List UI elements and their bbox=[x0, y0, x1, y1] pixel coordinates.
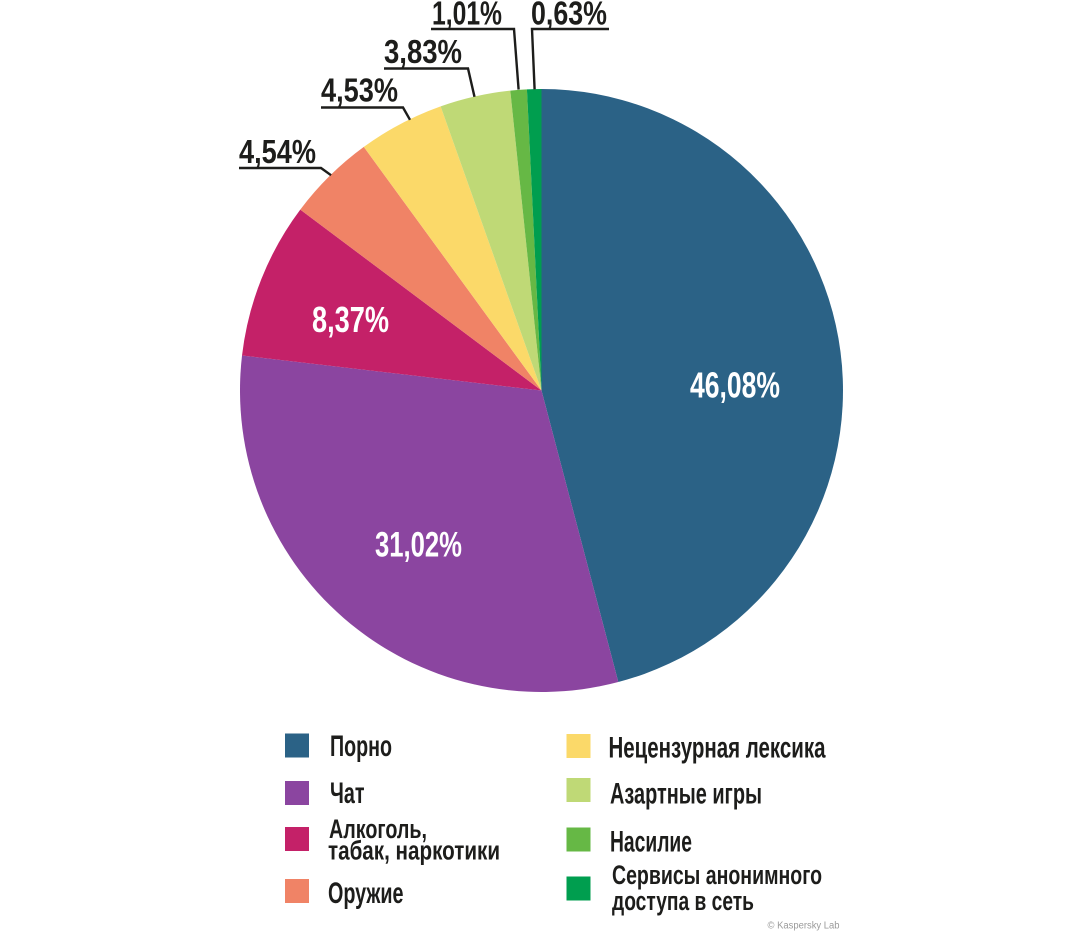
svg-text:0,63%: 0,63% bbox=[531, 0, 607, 32]
svg-text:табак, наркотики: табак, наркотики bbox=[328, 836, 500, 866]
svg-text:Сервисы анонимного: Сервисы анонимного bbox=[612, 860, 822, 890]
svg-text:Чат: Чат bbox=[330, 777, 365, 810]
svg-text:Азартные игры: Азартные игры bbox=[610, 778, 762, 811]
svg-text:31,02%: 31,02% bbox=[375, 526, 462, 565]
svg-text:доступа в сеть: доступа в сеть bbox=[612, 886, 754, 916]
svg-text:© Kaspersky Lab: © Kaspersky Lab bbox=[768, 921, 840, 932]
svg-text:Порно: Порно bbox=[330, 730, 392, 763]
svg-text:Нецензурная лексика: Нецензурная лексика bbox=[609, 732, 826, 765]
svg-text:4,54%: 4,54% bbox=[239, 133, 316, 170]
svg-text:46,08%: 46,08% bbox=[690, 365, 780, 406]
svg-text:3,83%: 3,83% bbox=[384, 33, 462, 70]
svg-text:1,01%: 1,01% bbox=[432, 0, 502, 32]
svg-text:Алкоголь,: Алкоголь, bbox=[329, 814, 427, 844]
svg-text:4,53%: 4,53% bbox=[321, 72, 398, 109]
svg-text:8,37%: 8,37% bbox=[312, 299, 389, 340]
svg-text:Оружие: Оружие bbox=[328, 877, 404, 910]
svg-text:Насилие: Насилие bbox=[610, 826, 692, 859]
